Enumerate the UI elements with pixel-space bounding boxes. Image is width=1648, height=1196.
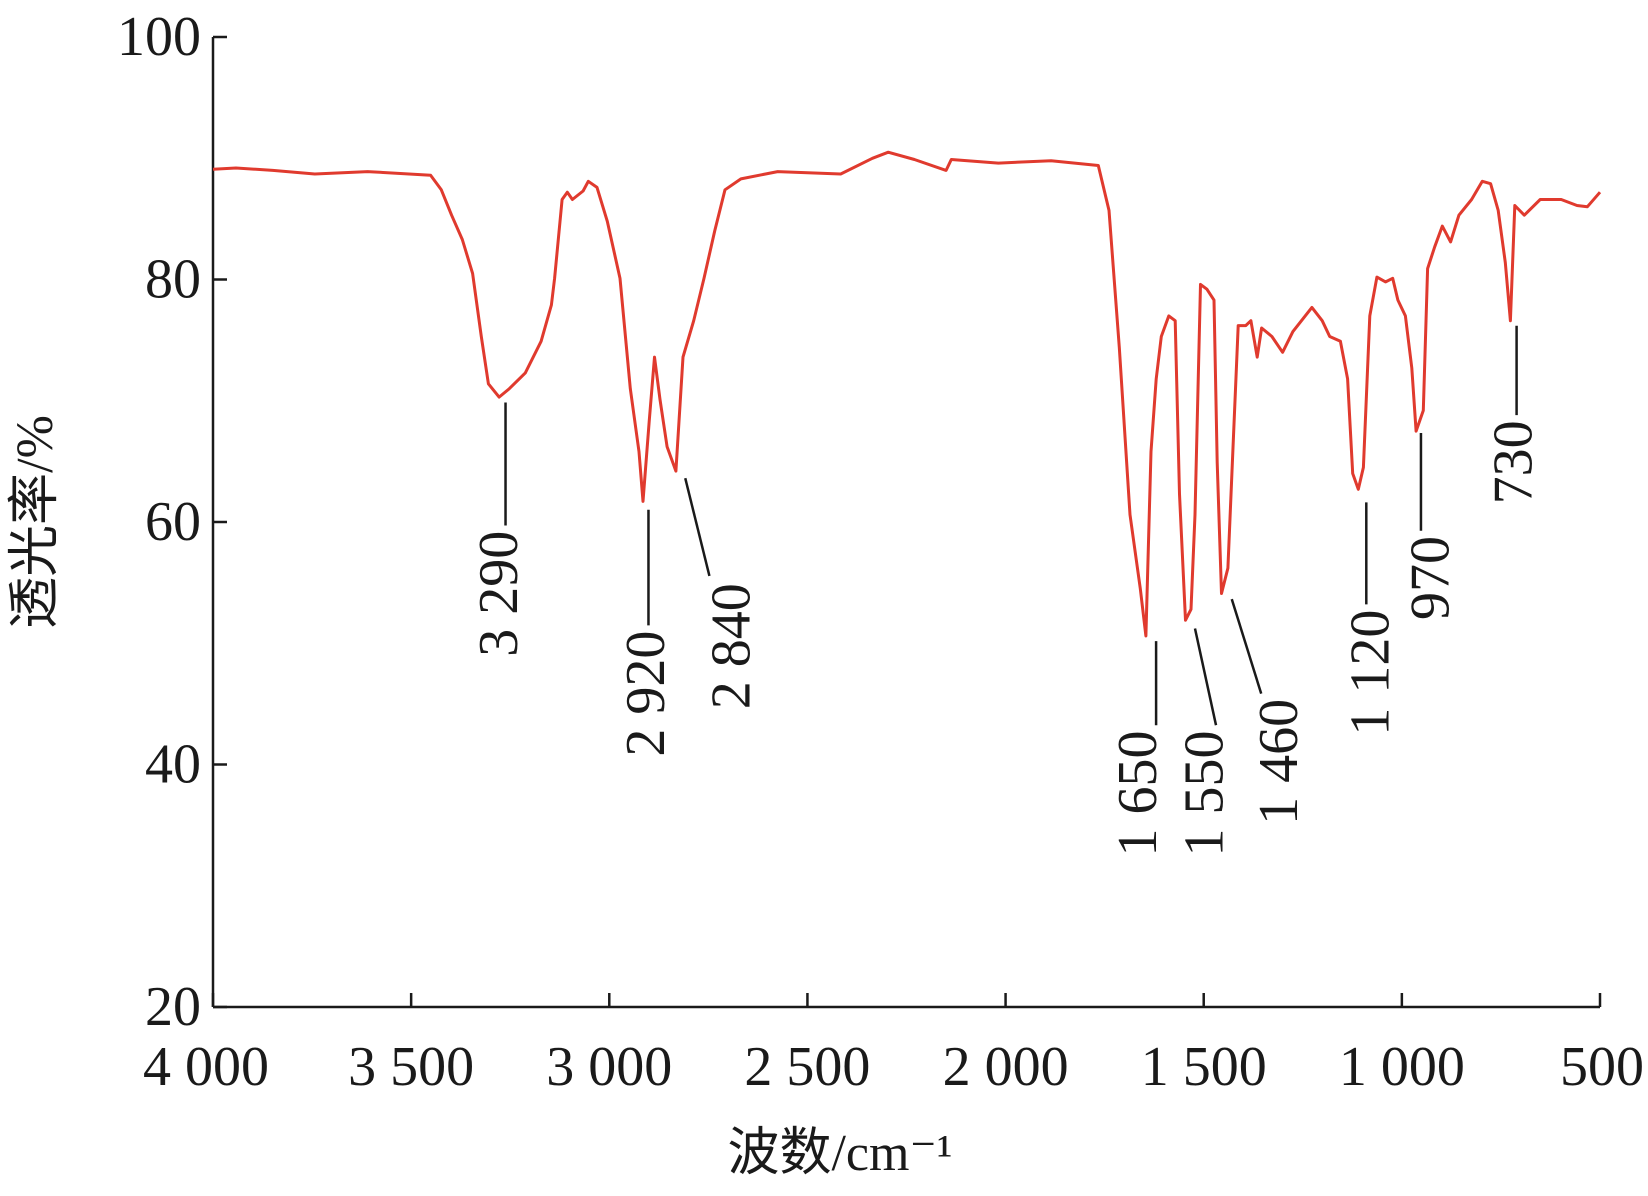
peak-label: 2 840 xyxy=(700,583,762,709)
x-tick-label: 4 000 xyxy=(143,1036,269,1098)
x-tick-label: 1 000 xyxy=(1339,1036,1465,1098)
y-tick-label: 60 xyxy=(145,491,201,553)
x-axis-label: 波数/cm⁻¹ xyxy=(727,1125,952,1182)
peak-label: 730 xyxy=(1482,420,1544,504)
x-tick-label: 500 xyxy=(1560,1036,1644,1098)
peak-label: 1 550 xyxy=(1173,730,1235,856)
x-tick-label: 1 500 xyxy=(1141,1036,1267,1098)
peak-label: 2 920 xyxy=(615,631,677,757)
y-tick-label: 20 xyxy=(145,976,201,1038)
peak-label: 970 xyxy=(1399,536,1461,620)
x-tick-label: 2 500 xyxy=(744,1036,870,1098)
x-tick-label: 3 000 xyxy=(546,1036,672,1098)
x-tick-label: 2 000 xyxy=(943,1036,1069,1098)
y-tick-label: 100 xyxy=(117,6,201,68)
peak-leader xyxy=(1230,598,1263,695)
peak-leader xyxy=(684,477,711,577)
peak-label: 1 460 xyxy=(1248,699,1310,825)
x-tick-label: 3 500 xyxy=(348,1036,474,1098)
peak-label: 3 290 xyxy=(468,531,530,657)
spectrum-line xyxy=(212,150,1602,638)
peak-label: 1 120 xyxy=(1339,610,1401,736)
peak-label: 1 650 xyxy=(1107,730,1169,856)
y-tick-label: 80 xyxy=(145,249,201,311)
y-axis-label: 透光率/% xyxy=(7,415,64,629)
peak-leader xyxy=(1193,628,1218,726)
y-tick-label: 40 xyxy=(145,734,201,796)
